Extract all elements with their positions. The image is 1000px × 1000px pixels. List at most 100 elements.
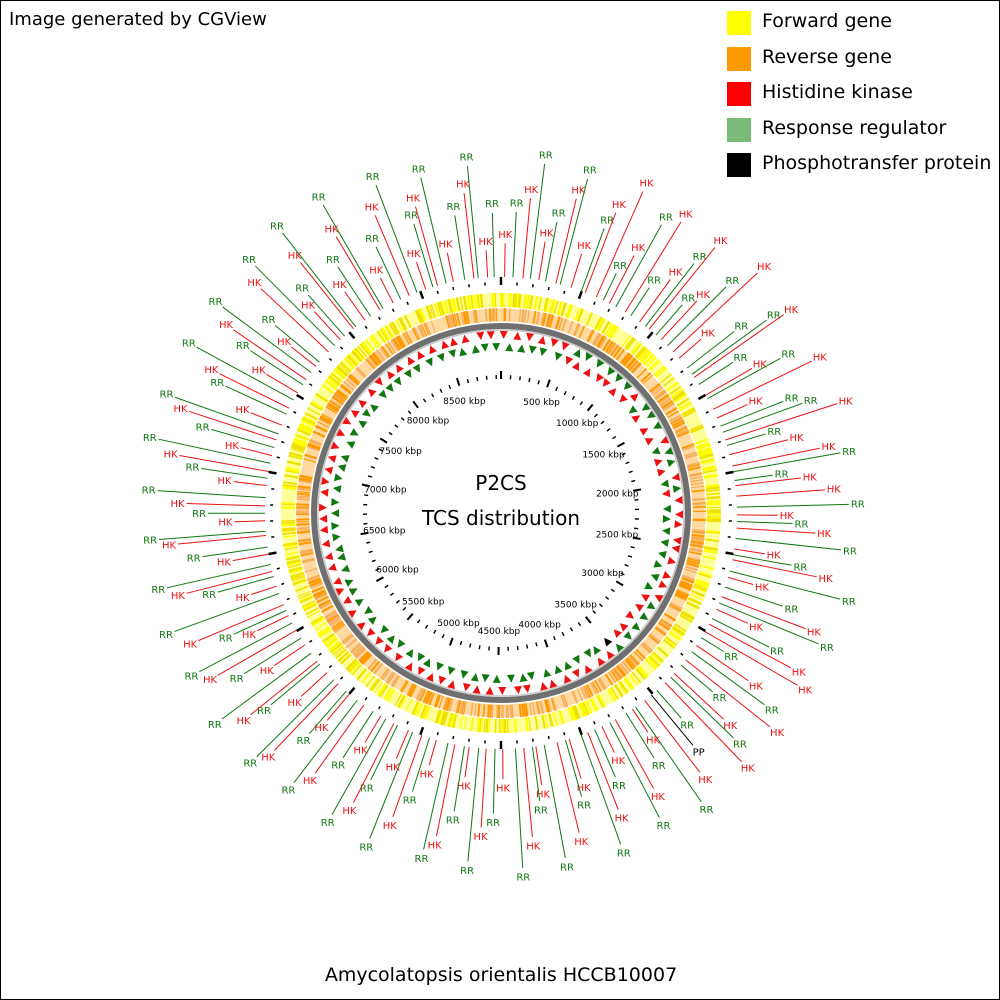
tcs-marker: [653, 459, 663, 467]
reverse-gene-mark: [462, 311, 468, 325]
tcs-feature-label: RR: [842, 597, 856, 608]
reverse-gene-mark: [433, 694, 440, 708]
tcs-feature-label: RR: [159, 630, 173, 641]
ruler-minor-tick: [400, 417, 405, 421]
tcs-marker: [349, 428, 359, 436]
tcs-feature-labels: HK RR HK RR HK RR HK RR HK RR HK HK RR HK RR HK RR HK RR HK…: [142, 150, 865, 883]
tcs-leader-line: [199, 622, 293, 673]
forward-gene-mark: [405, 698, 413, 712]
forward-gene-mark: [597, 318, 606, 332]
tcs-marker: [522, 684, 531, 693]
tcs-marker: [364, 606, 374, 614]
outer-tick: [436, 290, 439, 295]
forward-gene-mark: [625, 337, 636, 351]
tcs-marker: [447, 680, 455, 690]
tcs-leader-line: [158, 438, 271, 464]
forward-gene-mark: [529, 295, 534, 310]
tcs-leader-line: [275, 325, 320, 363]
tcs-leader-line: [686, 331, 735, 369]
tcs-feature-label: HK: [288, 698, 303, 709]
tcs-marker: [540, 682, 549, 691]
reverse-gene-mark: [482, 704, 486, 718]
reverse-gene-mark: [521, 703, 525, 717]
tcs-feature-label: RR: [767, 310, 781, 321]
outer-tick: [406, 720, 409, 725]
tcs-feature-label: HK: [342, 806, 357, 817]
tcs-feature-label: HK: [798, 685, 813, 696]
tcs-marker: [358, 400, 368, 409]
ruler-minor-tick: [561, 631, 565, 637]
tcs-feature-label: HK: [498, 230, 513, 241]
ruler-minor-tick: [526, 644, 529, 649]
tcs-marker: [613, 629, 623, 638]
forward-gene-mark: [694, 438, 709, 445]
forward-gene-mark: [623, 677, 633, 691]
tcs-leader-line: [736, 503, 849, 508]
tcs-marker: [418, 666, 426, 676]
forward-gene-mark: [706, 502, 721, 506]
tcs-marker: [644, 581, 654, 590]
tcs-marker: [664, 446, 674, 455]
tcs-marker: [660, 436, 670, 444]
reverse-gene-mark: [349, 373, 361, 384]
reverse-gene-mark: [334, 391, 347, 401]
tcs-leader-line: [256, 679, 335, 758]
forward-gene-mark: [348, 661, 360, 673]
tcs-leader-line: [313, 311, 341, 341]
reverse-gene-mark: [487, 704, 490, 718]
tcs-leader-line: [217, 576, 274, 593]
reverse-gene-mark: [331, 620, 343, 629]
tcs-marker: [562, 341, 570, 351]
reverse-gene-mark: [689, 475, 703, 480]
tcs-leader-line: [344, 291, 366, 321]
reverse-gene-mark: [458, 700, 464, 715]
forward-gene-mark: [660, 373, 672, 384]
forward-gene-mark: [285, 554, 300, 559]
forward-gene-mark: [656, 646, 669, 657]
forward-gene-mark: [705, 538, 720, 543]
reverse-gene-mark: [658, 620, 671, 631]
organism-name: Amycolatopsis orientalis HCCB10007: [324, 964, 678, 986]
tcs-feature-label: RR: [552, 209, 566, 220]
forward-gene-mark: [282, 485, 297, 490]
tcs-feature-label: HK: [217, 558, 232, 569]
tcs-marker: [332, 533, 341, 542]
forward-gene-mark: [285, 555, 300, 561]
forward-gene-mark: [425, 305, 433, 320]
forward-gene-mark: [700, 459, 715, 465]
forward-gene-mark: [517, 293, 522, 308]
outer-tick: [722, 567, 726, 570]
reverse-gene-mark: [628, 359, 639, 371]
tcs-leader-line: [705, 368, 753, 396]
reverse-gene-mark: [689, 548, 703, 553]
tcs-marker: [367, 388, 377, 398]
tcs-marker: [585, 352, 594, 361]
tcs-marker: [318, 503, 328, 512]
tcs-feature-label: HK: [612, 200, 627, 211]
forward-gene-mark: [645, 356, 657, 368]
forward-gene-mark: [706, 492, 721, 496]
reverse-gene-mark: [399, 679, 408, 692]
tcs-marker: [498, 686, 507, 695]
tcs-marker: [412, 363, 420, 373]
forward-gene-mark: [693, 584, 708, 593]
forward-gene-mark: [695, 578, 710, 585]
tcs-marker: [441, 340, 450, 350]
tcs-feature-label: RR: [403, 796, 417, 807]
tcs-marker: [405, 649, 414, 659]
tcs-marker: [436, 661, 445, 671]
ruler-minor-tick: [370, 466, 376, 469]
outer-tick: [391, 308, 395, 313]
tcs-feature-label: RR: [460, 866, 474, 877]
tcs-feature-label: RR: [208, 720, 222, 731]
reverse-gene-mark: [488, 308, 492, 322]
forward-gene-mark: [414, 309, 423, 324]
tcs-marker: [571, 668, 580, 678]
forward-gene-mark: [632, 343, 643, 355]
tcs-leader-line: [720, 400, 784, 427]
tcs-marker: [387, 370, 396, 380]
forward-gene-mark: [288, 566, 303, 572]
reverse-gene-mark: [375, 349, 386, 361]
forward-gene-mark: [514, 293, 518, 308]
